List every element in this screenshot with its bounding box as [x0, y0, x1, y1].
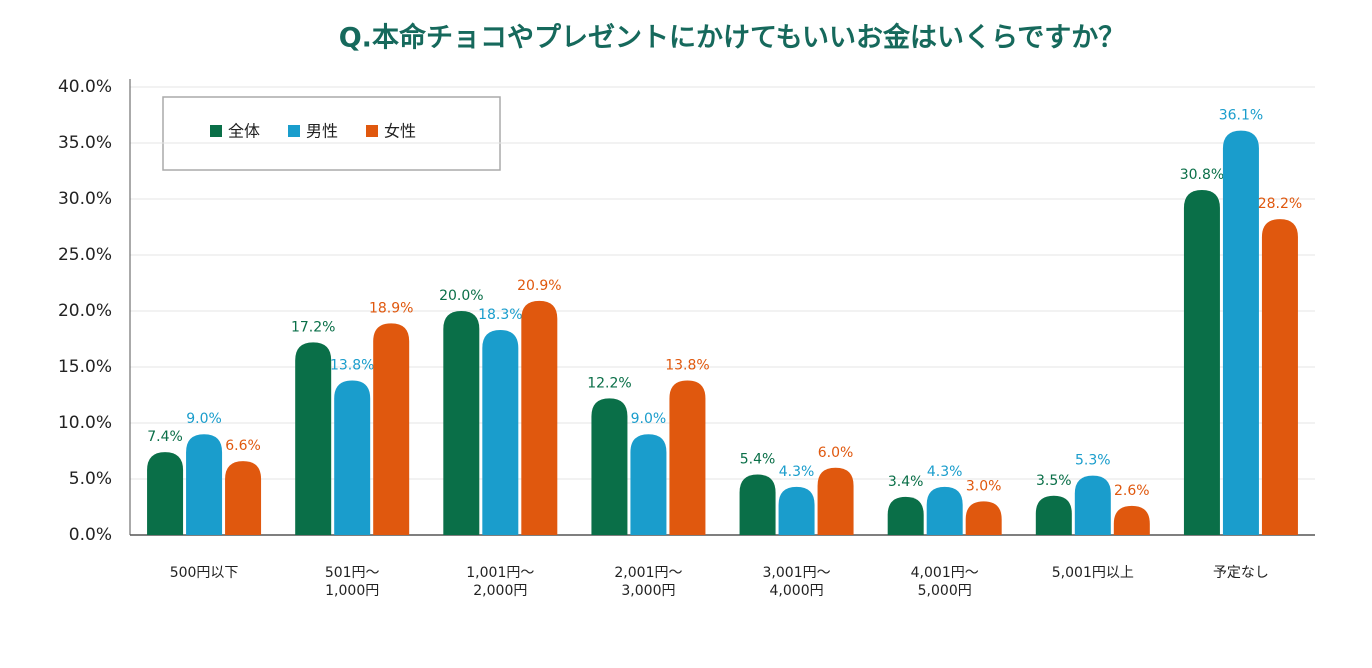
value-label: 6.0%: [818, 445, 854, 461]
value-label: 4.3%: [927, 464, 963, 480]
bar: [1183, 190, 1220, 536]
y-tick-label: 35.0%: [58, 133, 112, 153]
y-tick-label: 20.0%: [58, 301, 112, 321]
bar: [225, 461, 262, 535]
bar: [739, 474, 776, 535]
bar: [630, 434, 667, 535]
value-label: 18.9%: [369, 300, 413, 316]
bar: [778, 486, 815, 535]
bar: [1074, 475, 1111, 535]
x-tick-label: 予定なし: [1213, 565, 1269, 581]
bar: [887, 496, 924, 535]
value-label: 6.6%: [225, 438, 261, 454]
value-label: 28.2%: [1258, 196, 1302, 212]
x-tick-label: 500円以下: [170, 565, 239, 581]
value-label: 30.8%: [1180, 167, 1224, 183]
y-tick-label: 15.0%: [58, 357, 112, 377]
legend-label: 男性: [306, 122, 338, 141]
value-label: 9.0%: [631, 411, 667, 427]
value-label: 5.3%: [1075, 453, 1111, 469]
bar: [965, 501, 1002, 535]
legend-swatch: [366, 125, 378, 137]
x-tick-label: 2,001円～ 3,000円: [614, 565, 682, 599]
chart-title: Q.本命チョコやプレゼントにかけてもいいお金はいくらですか？: [339, 22, 1126, 54]
value-label: 4.3%: [779, 464, 815, 480]
bar: [521, 300, 558, 535]
bar: [186, 434, 223, 535]
value-label: 2.6%: [1114, 483, 1150, 499]
y-tick-label: 5.0%: [69, 469, 112, 489]
y-tick-label: 25.0%: [58, 245, 112, 265]
value-label: 9.0%: [186, 411, 222, 427]
bar: [1261, 219, 1298, 535]
bar: [926, 486, 963, 535]
bar: [591, 398, 628, 535]
bar: [1035, 495, 1072, 535]
value-label: 7.4%: [147, 429, 183, 445]
y-tick-label: 30.0%: [58, 189, 112, 209]
bar: [482, 330, 519, 535]
y-tick-label: 0.0%: [69, 525, 112, 545]
bar: [334, 380, 371, 535]
legend-label: 全体: [228, 122, 260, 141]
x-tick-label: 4,001円～ 5,000円: [911, 565, 979, 599]
bar: [443, 311, 480, 535]
value-label: 18.3%: [478, 307, 522, 323]
bar: [295, 342, 332, 535]
value-label: 20.9%: [517, 278, 561, 294]
value-label: 17.2%: [291, 319, 335, 335]
x-tick-label: 3,001円～ 4,000円: [763, 565, 831, 599]
value-label: 3.0%: [966, 478, 1002, 494]
value-label: 5.4%: [740, 452, 776, 468]
x-tick-label: 501円～ 1,000円: [325, 565, 380, 599]
x-tick-label: 5,001円以上: [1052, 565, 1134, 581]
y-tick-label: 40.0%: [58, 77, 112, 97]
bar: [147, 452, 184, 535]
bar: [817, 467, 854, 535]
value-label: 12.2%: [587, 375, 631, 391]
value-label: 13.8%: [665, 357, 709, 373]
bar: [1222, 130, 1259, 535]
legend-swatch: [210, 125, 222, 137]
value-label: 3.4%: [888, 474, 924, 490]
value-label: 3.5%: [1036, 473, 1072, 489]
bar: [373, 323, 410, 535]
x-tick-label: 1,001円～ 2,000円: [466, 565, 534, 599]
bar: [1113, 505, 1150, 535]
value-label: 20.0%: [439, 288, 483, 304]
legend-swatch: [288, 125, 300, 137]
legend-label: 女性: [384, 122, 416, 141]
y-tick-label: 10.0%: [58, 413, 112, 433]
value-label: 13.8%: [330, 357, 374, 373]
value-label: 36.1%: [1219, 108, 1263, 124]
bar: [669, 380, 706, 535]
